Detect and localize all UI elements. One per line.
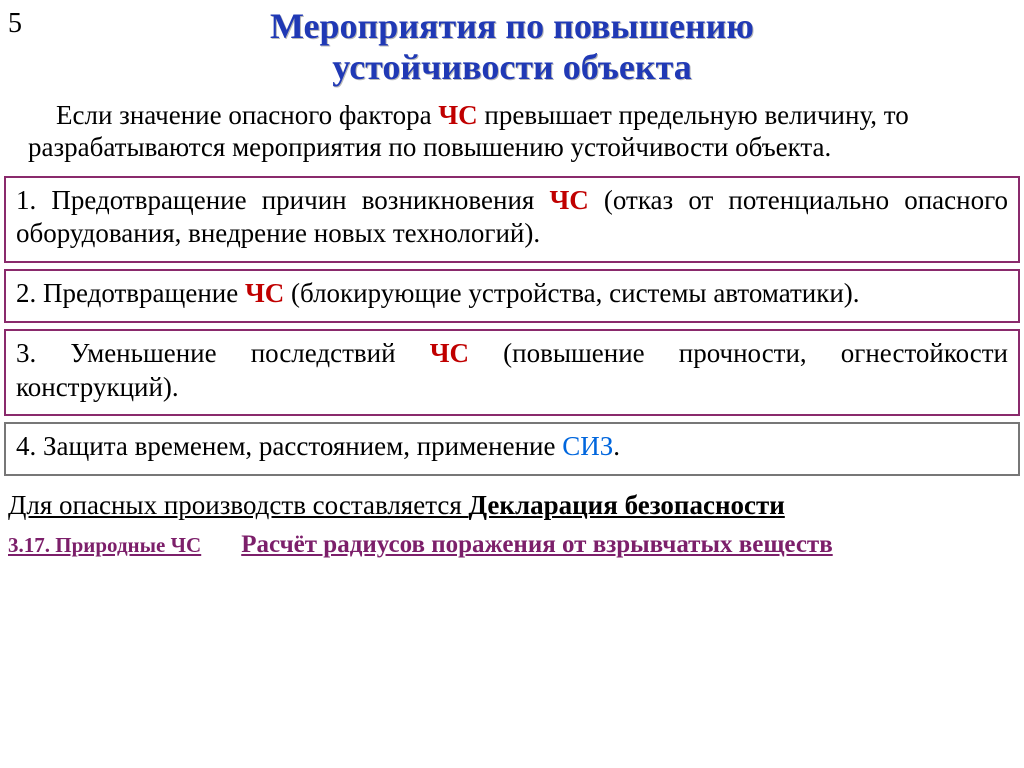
declaration-plain: Для опасных производств составляется bbox=[8, 490, 469, 520]
box2-post: (блокирующие устройства, системы автомат… bbox=[284, 278, 859, 308]
title-line-2: устойчивости объекта bbox=[332, 47, 691, 87]
footer-link-right[interactable]: Расчёт радиусов поражения от взрывчатых … bbox=[241, 531, 833, 559]
chs-abbrev: ЧС bbox=[549, 185, 588, 215]
box2-pre: 2. Предотвращение bbox=[16, 278, 245, 308]
declaration-bold: Декларация безопасности bbox=[469, 490, 785, 520]
measure-box-2: 2. Предотвращение ЧС (блокирующие устрой… bbox=[4, 269, 1020, 323]
box3-pre: 3. Уменьшение последствий bbox=[16, 338, 430, 368]
chs-abbrev: ЧС bbox=[430, 338, 469, 368]
intro-part1: Если значение опасного фактора bbox=[56, 100, 438, 130]
box4-pre: 4. Защита временем, расстоянием, примене… bbox=[16, 431, 562, 461]
footer: 3.17. Природные ЧС Расчёт радиусов пораж… bbox=[0, 525, 1024, 559]
chs-abbrev: ЧС bbox=[245, 278, 284, 308]
measure-box-1: 1. Предотвращение причин возникновения Ч… bbox=[4, 176, 1020, 264]
measure-box-3: 3. Уменьшение последствий ЧС (повышение … bbox=[4, 329, 1020, 417]
box4-post: . bbox=[613, 431, 620, 461]
measure-box-4: 4. Защита временем, расстоянием, примене… bbox=[4, 422, 1020, 476]
page-number: 5 bbox=[8, 8, 22, 40]
footer-link-left[interactable]: 3.17. Природные ЧС bbox=[8, 533, 201, 558]
box1-pre: 1. Предотвращение причин возникновения bbox=[16, 185, 549, 215]
intro-paragraph: Если значение опасного фактора ЧС превыш… bbox=[0, 99, 1024, 172]
siz-abbrev: СИЗ bbox=[562, 431, 613, 461]
declaration-line: Для опасных производств составляется Дек… bbox=[0, 482, 1024, 525]
page-title: Мероприятия по повышению устойчивости об… bbox=[0, 0, 1024, 99]
chs-abbrev: ЧС bbox=[438, 100, 477, 130]
title-line-1: Мероприятия по повышению bbox=[270, 6, 754, 46]
